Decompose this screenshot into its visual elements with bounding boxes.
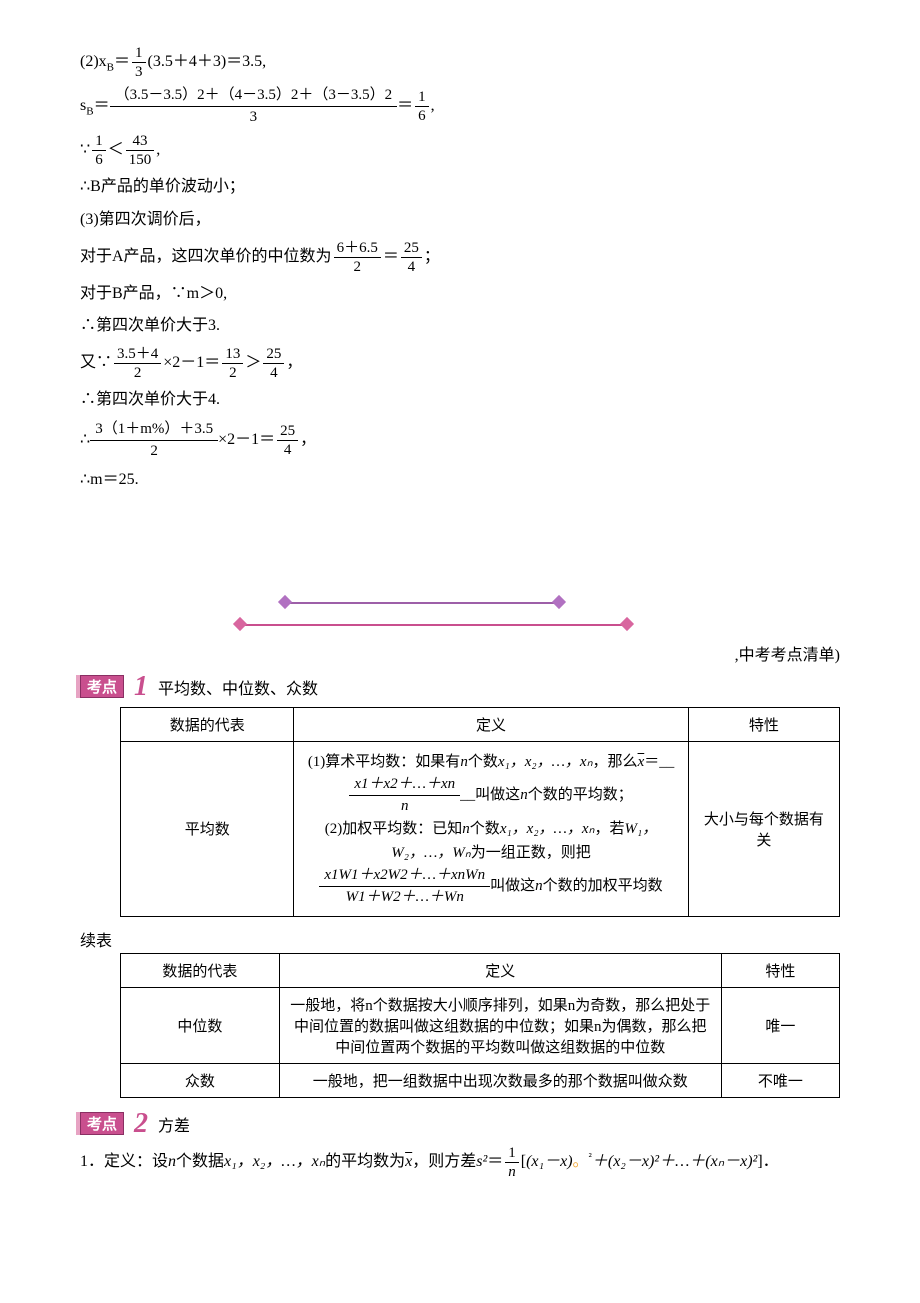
table-header: 定义 bbox=[294, 707, 688, 741]
highlight-marker: 。 bbox=[573, 1153, 589, 1170]
solution-line-10: ∴第四次单价大于4. bbox=[80, 386, 840, 415]
solution-line-7: 对于B产品，∵m＞0, bbox=[80, 280, 840, 309]
table-2: 数据的代表 定义 特性 中位数 一般地，将n个数据按大小顺序排列，如果n为奇数，… bbox=[120, 953, 840, 1098]
divider-line-1 bbox=[80, 595, 840, 609]
table-row: 数据的代表 定义 特性 bbox=[121, 953, 840, 987]
table-cell: 一般地，将n个数据按大小顺序排列，如果n为奇数，那么把处于中间位置的数据叫做这组… bbox=[279, 987, 721, 1063]
solution-line-12: ∴m＝25. bbox=[80, 466, 840, 495]
table-cell-definition: (1)算术平均数：如果有n个数x₁，x₂，…，xₙ，那么x＝__ x1＋x2＋…… bbox=[294, 741, 688, 916]
table-cell: 一般地，把一组数据中出现次数最多的那个数据叫做众数 bbox=[279, 1063, 721, 1097]
variance-definition: 1．定义：设n个数据x₁，x₂，…，xₙ的平均数为x，则方差s²＝1n[(x₁－… bbox=[80, 1144, 840, 1181]
solution-line-8: ∴第四次单价大于3. bbox=[80, 312, 840, 341]
solution-line-4: ∴B产品的单价波动小； bbox=[80, 173, 840, 202]
right-caption: ,中考考点清单) bbox=[80, 641, 840, 665]
table-cell: 中位数 bbox=[121, 987, 280, 1063]
table-header: 数据的代表 bbox=[121, 707, 294, 741]
solution-line-11: ∴3（1＋m%）＋3.52×2－1＝254， bbox=[80, 419, 840, 462]
table-cell: 不唯一 bbox=[721, 1063, 839, 1097]
table-row: 数据的代表 定义 特性 bbox=[121, 707, 840, 741]
table-row: 中位数 一般地，将n个数据按大小顺序排列，如果n为奇数，那么把处于中间位置的数据… bbox=[121, 987, 840, 1063]
section-divider bbox=[80, 595, 840, 631]
kaodian-title-1: 平均数、中位数、众数 bbox=[158, 681, 318, 698]
kaodian-label-1: 考点 bbox=[80, 675, 124, 698]
kaodian-label-2: 考点 bbox=[80, 1112, 124, 1135]
table-cell: 大小与每个数据有关 bbox=[688, 741, 839, 916]
table-row: 众数 一般地，把一组数据中出现次数最多的那个数据叫做众数 不唯一 bbox=[121, 1063, 840, 1097]
table-cell: 众数 bbox=[121, 1063, 280, 1097]
kaodian-number-1: 1 bbox=[134, 671, 148, 703]
kaodian-1-header: 考点 1 平均数、中位数、众数 bbox=[80, 671, 840, 703]
table-header: 定义 bbox=[279, 953, 721, 987]
solution-line-3: ∵16＜43150, bbox=[80, 132, 840, 169]
solution-line-2: sB＝（3.5－3.5）2＋（4－3.5）2＋（3－3.5）23＝16, bbox=[80, 85, 840, 128]
kaodian-title-2: 方差 bbox=[158, 1118, 190, 1135]
solution-line-9: 又∵3.5＋42×2－1＝132＞254， bbox=[80, 345, 840, 382]
table-cell: 平均数 bbox=[121, 741, 294, 916]
table-header: 特性 bbox=[688, 707, 839, 741]
kaodian-2-header: 考点 2 方差 bbox=[80, 1108, 840, 1140]
table-row: 平均数 (1)算术平均数：如果有n个数x₁，x₂，…，xₙ，那么x＝__ x1＋… bbox=[121, 741, 840, 916]
solution-line-5: (3)第四次调价后， bbox=[80, 206, 840, 235]
table-cell: 唯一 bbox=[721, 987, 839, 1063]
solution-line-6: 对于A产品，这四次单价的中位数为6＋6.52＝254； bbox=[80, 239, 840, 276]
table-1: 数据的代表 定义 特性 平均数 (1)算术平均数：如果有n个数x₁，x₂，…，x… bbox=[120, 707, 840, 917]
solution-block: (2)xB＝13(3.5＋4＋3)＝3.5, sB＝（3.5－3.5）2＋（4－… bbox=[80, 44, 840, 495]
table-header: 数据的代表 bbox=[121, 953, 280, 987]
solution-line-1: (2)xB＝13(3.5＋4＋3)＝3.5, bbox=[80, 44, 840, 81]
table-header: 特性 bbox=[721, 953, 839, 987]
continued-label: 续表 bbox=[80, 927, 840, 951]
kaodian-number-2: 2 bbox=[134, 1108, 148, 1140]
divider-line-2 bbox=[80, 617, 840, 631]
